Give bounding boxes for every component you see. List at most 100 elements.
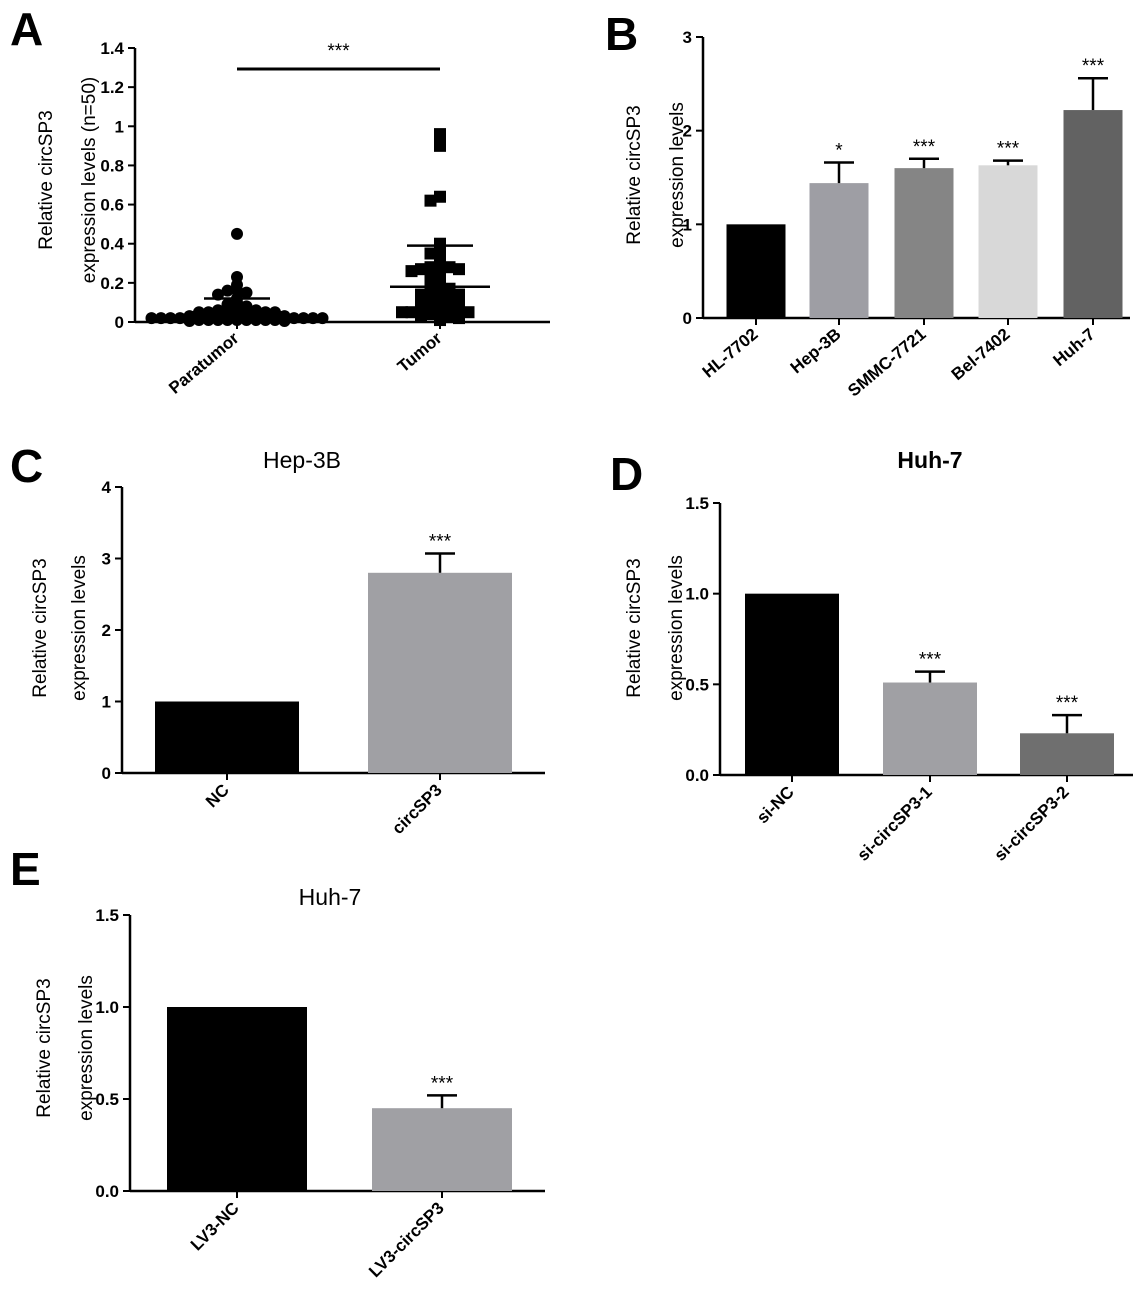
data-point — [269, 314, 281, 327]
bar — [894, 168, 954, 318]
data-point — [415, 263, 427, 276]
category-label: Tumor — [394, 328, 446, 376]
panel-letter: E — [10, 843, 41, 895]
data-point — [405, 306, 418, 319]
bar — [372, 1108, 512, 1191]
significance-marker: *** — [919, 650, 942, 671]
y-tick-label: 0.5 — [685, 675, 709, 694]
bar — [809, 183, 869, 318]
y-tick-label: 0.4 — [100, 235, 124, 254]
data-point — [145, 312, 158, 325]
data-point — [434, 128, 446, 141]
bar — [1063, 110, 1123, 318]
y-tick-label: 0.6 — [100, 196, 124, 215]
significance-marker: *** — [1082, 56, 1105, 77]
chart-panel-c: C Hep-3B 0 1 2 3 4 Relative circSP3 expression l… — [10, 440, 545, 838]
category-label: circSP3 — [388, 780, 446, 838]
data-point — [250, 314, 262, 327]
data-point — [434, 190, 446, 203]
data-point — [278, 315, 291, 328]
data-point — [396, 306, 408, 319]
chart-title: Huh-7 — [299, 884, 362, 910]
y-tick-label: 1.2 — [100, 78, 124, 97]
data-point — [434, 139, 446, 152]
data-point — [453, 263, 465, 276]
y-tick-label: 0.0 — [685, 766, 709, 785]
panel-letter: B — [605, 8, 638, 60]
data-point — [202, 314, 215, 327]
significance-marker: *** — [913, 137, 936, 158]
data-point — [443, 310, 456, 323]
y-tick-label: 2 — [683, 122, 692, 141]
data-point — [155, 312, 167, 325]
y-tick-label: 1 — [102, 693, 111, 712]
category-label: Hep-3B — [787, 325, 845, 378]
data-point — [288, 312, 300, 325]
y-tick-label: 1 — [683, 215, 692, 234]
data-point — [424, 308, 437, 321]
y-tick-label: 0 — [683, 309, 692, 328]
bar — [155, 701, 299, 773]
data-point — [193, 314, 205, 327]
y-axis-title: Relative circSP3 — [30, 558, 51, 697]
y-axis-title: expression levels (n=50) — [79, 77, 100, 283]
data-point — [424, 247, 437, 260]
data-point — [453, 288, 465, 301]
y-tick-label: 1.5 — [685, 494, 709, 513]
y-tick-label: 0.0 — [95, 1182, 119, 1201]
category-label: si-circSP3-2 — [991, 782, 1073, 864]
category-label: Huh-7 — [1049, 325, 1098, 371]
y-axis-title: expression levels — [76, 975, 97, 1121]
data-point — [240, 286, 253, 299]
category-label: Paratumor — [165, 328, 243, 397]
chart-panel-d: D Huh-7 0.0 0.5 1.0 1.5 Relative circSP3 expres… — [610, 447, 1133, 865]
y-axis-title: Relative circSP3 — [624, 558, 645, 697]
chart-panel-b: B 0 1 2 3 Relative circSP3 expression levels HL… — [605, 8, 1130, 400]
data-point — [231, 227, 243, 240]
data-point — [174, 312, 186, 325]
category-label: HL-7702 — [699, 325, 762, 382]
y-tick-label: 1.5 — [95, 906, 119, 925]
data-point — [415, 310, 427, 323]
panel-letter: A — [10, 3, 43, 55]
category-label: LV3-NC — [187, 1198, 243, 1254]
data-point — [212, 314, 224, 327]
y-axis-title: expression levels — [69, 555, 90, 701]
category-label: si-NC — [753, 782, 798, 827]
bar — [726, 224, 786, 318]
y-tick-label: 1 — [115, 117, 124, 136]
data-point — [424, 194, 437, 207]
category-label: Bel-7402 — [948, 325, 1014, 385]
data-point — [221, 314, 234, 327]
y-tick-label: 4 — [102, 478, 112, 497]
y-tick-label: 2 — [102, 621, 111, 640]
y-tick-label: 1.4 — [100, 39, 124, 58]
y-tick-label: 0.2 — [100, 274, 124, 293]
significance-marker: *** — [997, 139, 1020, 160]
panel-letter: D — [610, 448, 643, 500]
bar — [1020, 733, 1114, 775]
bar — [745, 593, 839, 775]
y-tick-label: 1.0 — [95, 998, 119, 1017]
panel-letter: C — [10, 440, 43, 492]
chart-panel-e: E Huh-7 0.0 0.5 1.0 1.5 Relative circSP3 expres… — [10, 843, 545, 1281]
data-point — [259, 314, 272, 327]
chart-title: Huh-7 — [897, 447, 962, 473]
y-axis-title: Relative circSP3 — [624, 105, 645, 244]
data-point — [434, 314, 446, 327]
y-tick-label: 0.8 — [100, 156, 124, 175]
y-tick-label: 0 — [115, 313, 124, 332]
y-tick-label: 0 — [102, 764, 111, 783]
data-point — [297, 312, 310, 325]
data-point — [453, 312, 465, 325]
data-point — [405, 265, 418, 278]
y-tick-label: 0.5 — [95, 1090, 119, 1109]
category-label: SMMC-7721 — [844, 325, 929, 401]
data-point — [316, 312, 329, 325]
data-point — [221, 284, 234, 297]
y-axis-title: expression levels — [667, 102, 688, 248]
data-point — [183, 315, 196, 328]
bar — [167, 1007, 307, 1191]
category-label: NC — [202, 780, 233, 811]
